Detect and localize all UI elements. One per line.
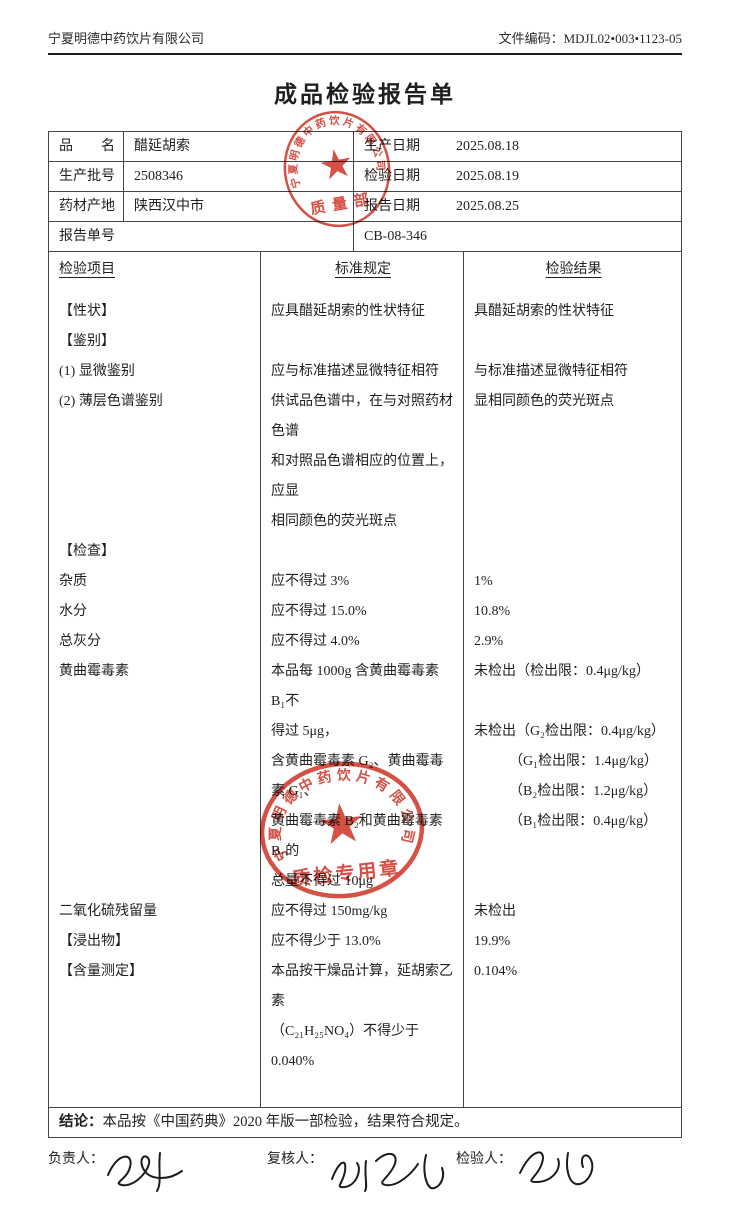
product-label: 品 名: [59, 139, 115, 154]
report-date-value: 2025.08.25: [456, 199, 519, 214]
table-cell-res: [463, 537, 681, 567]
table-cell-std: 本品按干燥品计算，延胡索乙素 （C₂₁H₂₅NO₄）不得少于 0.040%: [260, 957, 463, 1077]
inspection-table: 检验项目 标准规定 检验结果 【性状】 应具醋延胡索的性状特征 具醋延胡索的性状特征…: [48, 252, 682, 1108]
table-cell-item: 【性状】: [59, 304, 115, 319]
table-cell-std: [260, 537, 463, 567]
info-row-batch: 生产批号 2508346 检验日期 2025.08.19: [49, 162, 681, 192]
prod-date-label: 生产日期: [364, 139, 420, 154]
table-cell-res: 未检出（检出限：0.4μg/kg） 未检出（G₂检出限：0.4μg/kg） （G…: [463, 657, 681, 897]
test-date-label: 检验日期: [364, 169, 420, 184]
test-date-value: 2025.08.19: [456, 169, 519, 184]
inspector-label: 检验人：: [456, 1152, 512, 1167]
table-cell-res: [463, 327, 681, 357]
test-date-cell: 检验日期 2025.08.19: [353, 162, 681, 191]
doc-code-value: MDJL02•003•1123-05: [563, 31, 682, 46]
column-header-standard: 标准规定: [260, 252, 463, 297]
conclusion-text: 本品按《中国药典》2020 年版一部检验，结果符合规定。: [102, 1114, 469, 1130]
table-cell-res: 10.8%: [463, 597, 681, 627]
prod-date-cell: 生产日期 2025.08.18: [353, 132, 681, 161]
reviewer-signature: [331, 1152, 444, 1192]
table-cell-std: [260, 327, 463, 357]
origin-label: 药材产地: [59, 199, 115, 214]
table-cell-res: 具醋延胡索的性状特征: [463, 297, 681, 327]
batch-value: 2508346: [123, 162, 353, 191]
table-cell-item: 杂质: [59, 574, 87, 589]
table-cell-std: 本品每 1000g 含黄曲霉毒素 B₁不 得过 5μg， 含黄曲霉毒素 G₂、黄…: [260, 657, 463, 897]
table-cell-res: 显相同颜色的荧光斑点: [463, 387, 681, 537]
table-cell-item: [49, 1077, 260, 1107]
table-cell-std: 应与标准描述显微特征相符: [260, 357, 463, 387]
report-no-value: CB-08-346: [353, 222, 681, 251]
signature-bar: 负责人： 复核人： 检验人：: [48, 1143, 682, 1205]
info-row-product: 品 名 醋延胡索 生产日期 2025.08.18: [49, 132, 681, 162]
table-cell-item: 总灰分: [59, 634, 101, 649]
product-value: 醋延胡索: [123, 132, 353, 161]
table-cell-std: 应不得少于 13.0%: [260, 927, 463, 957]
origin-value: 陕西汉中市: [123, 192, 353, 221]
inspection-report-page: { "header": { "company": "宁夏明德中药饮片有限公司",…: [48, 31, 682, 1192]
document-header: 宁夏明德中药饮片有限公司 文件编码：MDJL02•003•1123-05: [48, 30, 682, 48]
table-cell-item: (2) 薄层色谱鉴别: [59, 394, 163, 409]
responsible-signature: [107, 1152, 183, 1192]
table-cell-item: 【含量测定】: [59, 964, 143, 979]
table-cell-std: 应不得过 150mg/kg: [260, 897, 463, 927]
table-cell-item: (1) 显微鉴别: [59, 364, 135, 379]
table-cell-std: [260, 1077, 463, 1107]
table-cell-res: 0.104%: [463, 957, 681, 1077]
table-cell-std: 应不得过 15.0%: [260, 597, 463, 627]
reviewer-label: 复核人：: [267, 1152, 323, 1167]
table-cell-std: 应不得过 4.0%: [260, 627, 463, 657]
table-cell-std: 供试品色谱中，在与对照药材色谱 和对照品色谱相应的位置上，应显 相同颜色的荧光斑…: [260, 387, 463, 537]
report-date-label: 报告日期: [364, 199, 420, 214]
table-cell-item: 水分: [59, 604, 87, 619]
responsible-label: 负责人：: [48, 1152, 104, 1167]
document-content: 宁夏明德中药饮片有限公司 文件编码：MDJL02•003•1123-05 成品检…: [48, 30, 682, 1205]
column-header-result: 检验结果: [463, 252, 681, 297]
prod-date-value: 2025.08.18: [456, 139, 519, 154]
company-name: 宁夏明德中药饮片有限公司: [48, 31, 205, 46]
batch-label: 生产批号: [59, 169, 115, 184]
info-table: 品 名 醋延胡索 生产日期 2025.08.18 生产批号 2508346 检验…: [48, 131, 682, 252]
table-cell-res: [463, 1077, 681, 1107]
info-row-report-no: 报告单号 CB-08-346: [49, 222, 681, 252]
report-no-label: 报告单号: [59, 229, 115, 244]
table-cell-std: 应具醋延胡索的性状特征: [260, 297, 463, 327]
table-cell-item: 【鉴别】: [59, 334, 115, 349]
table-cell-res: 与标准描述显微特征相符: [463, 357, 681, 387]
inspector-signature: [519, 1151, 594, 1186]
table-cell-res: 1%: [463, 567, 681, 597]
table-cell-item: 二氧化硫残留量: [59, 904, 157, 919]
table-cell-res: 2.9%: [463, 627, 681, 657]
table-cell-item: 【浸出物】: [59, 934, 129, 949]
table-cell-std: 应不得过 3%: [260, 567, 463, 597]
conclusion-label: 结论：: [59, 1114, 103, 1130]
page-title: 成品检验报告单: [274, 82, 456, 107]
table-cell-item: 黄曲霉毒素: [59, 664, 129, 679]
table-cell-res: 未检出: [463, 897, 681, 927]
column-header-item: 检验项目: [59, 262, 115, 277]
header-divider: [48, 53, 682, 55]
table-cell-item: 【检查】: [59, 544, 115, 559]
info-row-origin: 药材产地 陕西汉中市 报告日期 2025.08.25: [49, 192, 681, 222]
doc-code-label: 文件编码：: [498, 31, 564, 46]
doc-code: 文件编码：MDJL02•003•1123-05: [499, 30, 682, 48]
table-cell-res: 19.9%: [463, 927, 681, 957]
conclusion-row: 结论：本品按《中国药典》2020 年版一部检验，结果符合规定。: [48, 1108, 682, 1138]
report-date-cell: 报告日期 2025.08.25: [353, 192, 681, 221]
